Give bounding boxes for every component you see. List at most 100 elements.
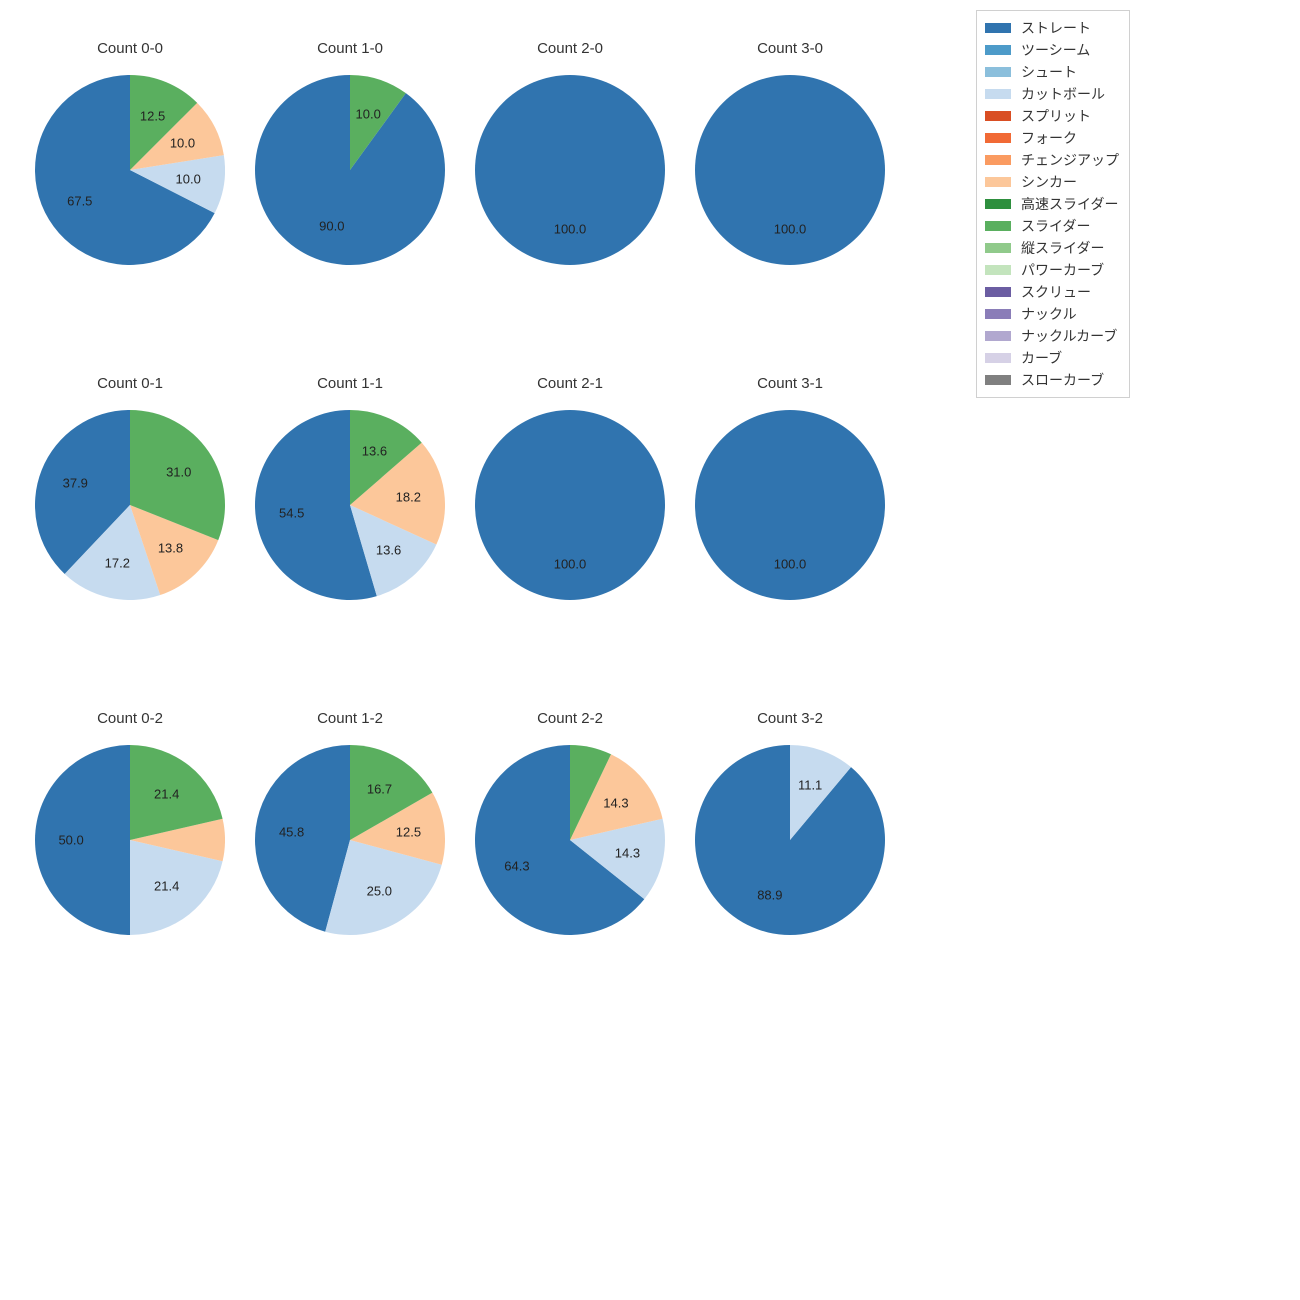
chart-row: Count 0-250.021.421.4Count 1-245.825.012… (20, 710, 900, 935)
legend-swatch (985, 155, 1011, 165)
pie-slice-label: 54.5 (279, 506, 304, 521)
legend-item: シュート (985, 61, 1119, 83)
pie-chart: 100.0 (695, 410, 885, 600)
legend-item: 高速スライダー (985, 193, 1119, 215)
pie-svg (695, 745, 885, 935)
legend-label: シンカー (1021, 172, 1077, 192)
pie-slice-label: 100.0 (774, 556, 807, 571)
pie-slice-label: 17.2 (105, 555, 130, 570)
pie-slice-label: 14.3 (615, 846, 640, 861)
pie-slice (475, 75, 665, 265)
chart-title: Count 0-0 (97, 40, 163, 57)
legend-item: ツーシーム (985, 39, 1119, 61)
pie-chart: 45.825.012.516.7 (255, 745, 445, 935)
legend-item: シンカー (985, 171, 1119, 193)
pie-slice-label: 16.7 (367, 782, 392, 797)
pie-slice-label: 50.0 (58, 833, 83, 848)
pie-slice-label: 67.5 (67, 193, 92, 208)
chart-cell: Count 1-0 90.0 10.0 (240, 40, 460, 265)
pie-slice-label: 13.6 (362, 444, 387, 459)
legend-swatch (985, 353, 1011, 363)
pie-slice-label: 11.1 (798, 777, 822, 792)
pie-slice (695, 75, 885, 265)
pie-chart: 90.0 10.0 (255, 75, 445, 265)
legend-swatch (985, 375, 1011, 385)
pie-svg (695, 410, 885, 600)
pie-slice-label: 100.0 (554, 556, 587, 571)
chart-title: Count 3-2 (757, 710, 823, 727)
legend-swatch (985, 243, 1011, 253)
legend-swatch (985, 111, 1011, 121)
legend-label: フォーク (1021, 128, 1077, 148)
pie-svg (35, 75, 225, 265)
pie-slice-label: 12.5 (140, 108, 165, 123)
pie-slice-label: 64.3 (504, 858, 529, 873)
legend-label: 縦スライダー (1021, 238, 1104, 258)
chart-cell: Count 3-2 88.9 11.1 (680, 710, 900, 935)
legend-item: ナックルカーブ (985, 325, 1119, 347)
chart-cell: Count 2-0 100.0 (460, 40, 680, 265)
pie-chart: 100.0 (475, 410, 665, 600)
chart-title: Count 1-0 (317, 40, 383, 57)
pie-chart: 54.513.618.213.6 (255, 410, 445, 600)
legend-swatch (985, 309, 1011, 319)
legend-label: カットボール (1021, 84, 1105, 104)
legend-label: スプリット (1021, 106, 1091, 126)
legend-label: ナックルカーブ (1021, 326, 1117, 346)
pie-slice (475, 410, 665, 600)
chart-cell: Count 0-250.021.421.4 (20, 710, 240, 935)
legend-item: パワーカーブ (985, 259, 1119, 281)
chart-title: Count 3-1 (757, 375, 823, 392)
chart-grid: Count 0-0 67.5 10.0 10.0 12.5 Count 1-0 90.0 10… (20, 40, 900, 1045)
legend-swatch (985, 67, 1011, 77)
legend-item: 縦スライダー (985, 237, 1119, 259)
chart-row: Count 0-0 67.5 10.0 10.0 12.5 Count 1-0 90.0 10… (20, 40, 900, 265)
chart-row: Count 0-137.917.213.831.0Count 1-154.513… (20, 375, 900, 600)
legend-swatch (985, 199, 1011, 209)
chart-title: Count 1-2 (317, 710, 383, 727)
pie-slice-label: 25.0 (367, 884, 392, 899)
pie-chart: 100.0 (475, 75, 665, 265)
pie-slice-label: 21.4 (154, 879, 179, 894)
legend-item: カットボール (985, 83, 1119, 105)
pie-svg (35, 410, 225, 600)
legend-label: ツーシーム (1021, 40, 1090, 60)
legend-label: カーブ (1021, 348, 1062, 368)
pie-chart: 88.9 11.1 (695, 745, 885, 935)
pie-slice-label: 90.0 (319, 219, 344, 234)
legend-swatch (985, 265, 1011, 275)
chart-title: Count 3-0 (757, 40, 823, 57)
legend-label: スライダー (1021, 216, 1090, 236)
legend-swatch (985, 287, 1011, 297)
pie-chart: 64.3 14.3 14.3 (475, 745, 665, 935)
legend-swatch (985, 177, 1011, 187)
pie-slice-label: 88.9 (757, 888, 782, 903)
legend-item: カーブ (985, 347, 1119, 369)
pie-slice-label: 10.0 (170, 136, 195, 151)
pie-slice-label: 12.5 (396, 825, 421, 840)
chart-title: Count 2-0 (537, 40, 603, 57)
legend-swatch (985, 133, 1011, 143)
pie-svg (475, 75, 665, 265)
pie-chart: 37.917.213.831.0 (35, 410, 225, 600)
pie-slice-label: 10.0 (176, 172, 201, 187)
chart-cell: Count 1-154.513.618.213.6 (240, 375, 460, 600)
pie-slice-label: 100.0 (554, 221, 587, 236)
legend-item: チェンジアップ (985, 149, 1119, 171)
legend-item: スライダー (985, 215, 1119, 237)
legend-label: スローカーブ (1021, 370, 1104, 390)
pie-slice-label: 10.0 (356, 106, 381, 121)
legend-label: シュート (1021, 62, 1077, 82)
pie-svg (475, 410, 665, 600)
pie-slice-label: 18.2 (396, 489, 421, 504)
legend-item: スプリット (985, 105, 1119, 127)
pie-slice-label: 14.3 (603, 796, 628, 811)
pie-svg (695, 75, 885, 265)
legend-item: スローカーブ (985, 369, 1119, 391)
legend-item: ストレート (985, 17, 1119, 39)
chart-title: Count 2-2 (537, 710, 603, 727)
pie-svg (475, 745, 665, 935)
legend-label: ナックル (1021, 304, 1077, 324)
legend-label: スクリュー (1021, 282, 1091, 302)
legend-label: ストレート (1021, 18, 1091, 38)
